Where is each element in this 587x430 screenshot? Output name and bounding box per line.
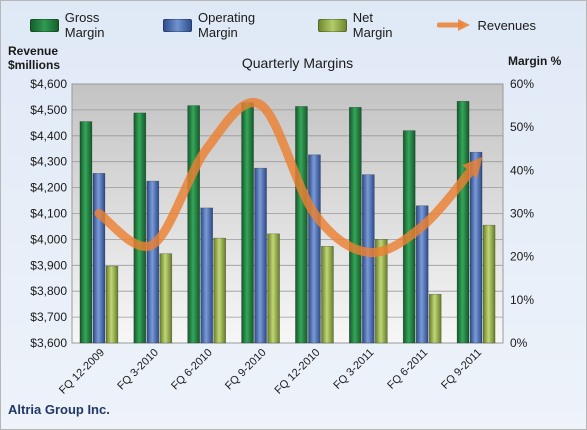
left-axis-title-line1: Revenue <box>8 44 59 58</box>
right-tick-label: 40% <box>510 163 534 177</box>
right-tick-label: 30% <box>510 207 534 221</box>
right-tick-label: 10% <box>510 293 534 307</box>
left-tick-label: $3,700 <box>30 310 67 324</box>
bar-operating-margin <box>362 174 375 344</box>
bar-net-margin <box>267 233 280 344</box>
right-axis-title: Margin % <box>508 54 562 68</box>
bar-net-margin <box>321 246 334 344</box>
right-tick-label: 50% <box>510 120 534 134</box>
bar-operating-margin <box>200 207 213 344</box>
bar-gross-margin <box>187 105 200 344</box>
left-tick-label: $4,400 <box>30 129 67 143</box>
bar-net-margin <box>375 239 388 344</box>
left-tick-label: $4,600 <box>30 77 67 91</box>
legend-item-revenues: Revenues <box>437 18 536 33</box>
bar-net-margin <box>213 237 226 344</box>
bar-gross-margin <box>133 112 147 344</box>
bar-operating-margin <box>415 205 429 344</box>
left-axis-title: Revenue $millions <box>8 44 60 72</box>
legend-item-operating-margin: Operating Margin <box>163 10 294 40</box>
bar-gross-margin <box>79 121 93 344</box>
x-tick-label: FQ 9-2011 <box>439 347 484 392</box>
revenues-line <box>94 98 483 257</box>
left-tick-label: $4,200 <box>30 181 67 195</box>
bar-gross-margin <box>456 100 470 344</box>
legend-item-gross-margin: Gross Margin <box>30 10 139 40</box>
bar-operating-margin <box>469 151 483 344</box>
x-tick-label: FQ 3-2011 <box>331 347 376 392</box>
company-name: Altria Group Inc. <box>8 402 110 417</box>
bar-net-margin <box>482 224 496 344</box>
chart-legend: Gross Margin Operating Margin Net Margin… <box>30 10 560 40</box>
bar-net-margin <box>428 293 442 344</box>
right-tick-label: 60% <box>510 77 534 91</box>
left-axis-title-line2: $millions <box>8 58 61 72</box>
legend-label-gross-margin: Gross Margin <box>64 10 105 40</box>
x-tick-label: FQ 6-2010 <box>169 347 215 393</box>
legend-label-revenues: Revenues <box>477 17 536 33</box>
right-tick-label: 20% <box>510 250 534 264</box>
legend-arrow-revenues <box>437 19 471 31</box>
chart-title: Quarterly Margins <box>242 55 353 71</box>
x-tick-label: FQ 9-2010 <box>223 347 269 393</box>
legend-label-operating-margin: Operating Margin <box>198 10 256 40</box>
bar-gross-margin <box>295 106 308 344</box>
left-tick-label: $3,900 <box>30 258 67 272</box>
bar-net-margin <box>105 265 119 344</box>
x-tick-label: FQ 12-2010 <box>273 347 323 397</box>
legend-item-net-margin: Net Margin <box>318 10 413 40</box>
bar-operating-margin <box>308 154 321 344</box>
bar-net-margin <box>159 253 173 344</box>
bar-operating-margin <box>146 180 160 344</box>
left-tick-label: $4,100 <box>30 207 67 221</box>
x-tick-label: FQ 3-2010 <box>115 347 161 393</box>
left-tick-label: $4,300 <box>30 155 67 169</box>
left-tick-label: $4,000 <box>30 232 67 246</box>
bar-gross-margin <box>241 102 254 344</box>
bar-operating-margin <box>92 173 106 344</box>
left-tick-label: $4,500 <box>30 103 67 117</box>
right-tick-label: 0% <box>510 336 528 350</box>
left-tick-label: $3,800 <box>30 284 67 298</box>
legend-label-net-margin: Net Margin <box>352 10 393 40</box>
x-tick-label: FQ 6-2011 <box>385 347 430 392</box>
x-tick-label: FQ 12-2009 <box>57 347 107 397</box>
bar-gross-margin <box>349 107 362 344</box>
legend-swatch-net-margin <box>318 18 347 32</box>
bar-operating-margin <box>254 167 267 344</box>
left-tick-label: $3,600 <box>30 336 67 350</box>
legend-swatch-gross-margin <box>30 18 59 32</box>
legend-swatch-operating-margin <box>163 18 193 32</box>
